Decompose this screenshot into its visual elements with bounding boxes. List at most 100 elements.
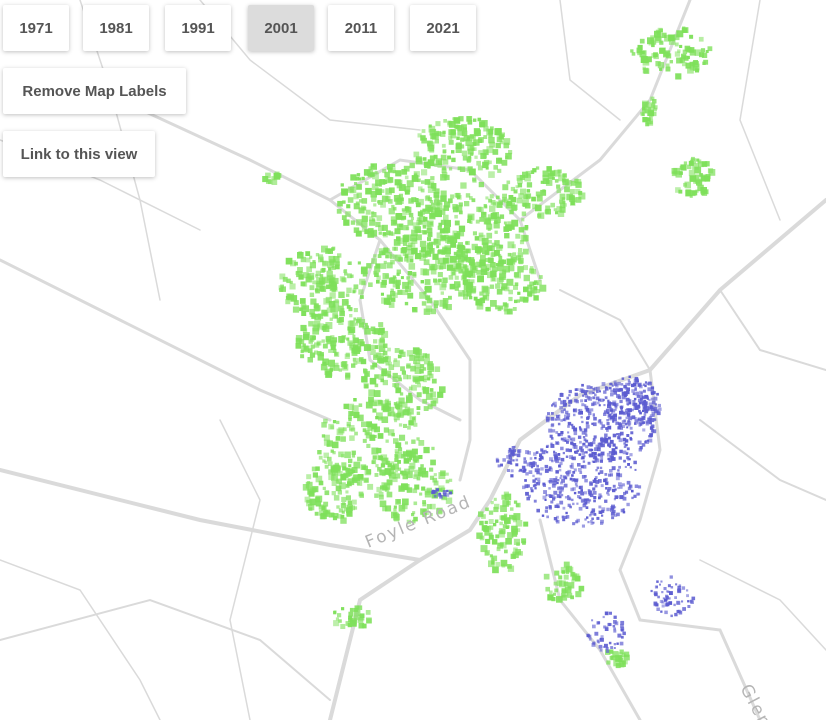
dot xyxy=(553,592,557,596)
dot xyxy=(446,264,454,271)
dot xyxy=(444,247,451,255)
dot xyxy=(400,366,405,372)
dot xyxy=(426,487,432,494)
dot xyxy=(335,617,339,621)
dot xyxy=(438,492,442,496)
dot xyxy=(619,431,624,436)
link-button[interactable]: Link to this view xyxy=(3,131,155,177)
dot xyxy=(545,445,549,448)
dot xyxy=(550,443,555,448)
dot xyxy=(285,257,293,265)
dot xyxy=(310,344,315,349)
year-button[interactable]: 1971 xyxy=(3,5,69,51)
dot xyxy=(560,431,564,435)
dot xyxy=(394,348,400,353)
year-button[interactable]: 2011 xyxy=(328,5,394,51)
dot xyxy=(619,416,622,420)
dot xyxy=(546,451,549,454)
dot xyxy=(626,480,631,485)
dot xyxy=(593,513,597,516)
dot xyxy=(449,478,453,482)
dot xyxy=(376,412,383,420)
dot xyxy=(589,443,593,447)
dot xyxy=(598,644,603,649)
dot xyxy=(506,500,511,506)
year-button[interactable]: 1981 xyxy=(83,5,149,51)
dot xyxy=(374,493,379,498)
dot xyxy=(550,437,554,440)
dot xyxy=(513,538,521,545)
dot xyxy=(588,491,593,495)
dot xyxy=(696,158,700,162)
dot xyxy=(620,620,625,625)
dot xyxy=(484,530,490,536)
dot xyxy=(407,249,414,256)
dot xyxy=(558,174,566,182)
dot xyxy=(642,383,646,386)
dot xyxy=(495,305,500,310)
dot xyxy=(513,518,517,523)
remove-labels-button[interactable]: Remove Map Labels xyxy=(3,68,186,114)
dot xyxy=(553,455,558,459)
dot xyxy=(483,271,488,275)
dot xyxy=(432,490,435,493)
dot xyxy=(298,274,304,280)
dot xyxy=(515,463,519,467)
dot xyxy=(387,412,392,417)
dot xyxy=(589,448,593,452)
dot xyxy=(369,219,376,226)
dot xyxy=(331,474,338,481)
dot xyxy=(418,455,423,460)
dot xyxy=(315,501,322,507)
dot xyxy=(398,184,406,191)
dot xyxy=(411,384,417,391)
dot xyxy=(334,351,340,357)
year-button[interactable]: 1991 xyxy=(165,5,231,51)
dot xyxy=(351,454,356,458)
dot xyxy=(632,382,637,387)
dot xyxy=(569,455,573,459)
dot xyxy=(664,610,668,615)
dot xyxy=(321,434,326,438)
dot xyxy=(652,429,657,434)
dot xyxy=(644,384,647,388)
dot xyxy=(413,422,418,427)
dot xyxy=(535,191,541,197)
dot xyxy=(344,467,348,471)
dot xyxy=(438,257,445,265)
dot xyxy=(684,181,691,189)
dot xyxy=(347,481,351,485)
road xyxy=(0,468,492,563)
dot xyxy=(345,483,350,488)
dot xyxy=(397,467,402,471)
dot xyxy=(503,142,510,149)
dot xyxy=(604,611,609,616)
dot xyxy=(437,272,443,278)
dot xyxy=(371,329,376,334)
year-button[interactable]: 2001 xyxy=(248,5,314,51)
dot xyxy=(448,275,454,280)
dot xyxy=(430,391,437,398)
dot xyxy=(398,397,405,404)
dot xyxy=(493,523,497,527)
dot xyxy=(692,163,699,170)
dot xyxy=(378,491,384,497)
dot xyxy=(348,415,352,420)
dot xyxy=(584,399,588,402)
dot xyxy=(557,210,565,217)
dot xyxy=(613,659,620,667)
dot xyxy=(510,205,517,212)
dot xyxy=(675,187,681,193)
dot xyxy=(390,465,396,470)
dot xyxy=(635,391,640,396)
dot xyxy=(415,359,421,364)
dot xyxy=(388,364,395,370)
dot xyxy=(315,253,320,257)
dot xyxy=(653,406,658,411)
dot xyxy=(605,649,610,653)
dot xyxy=(551,412,554,415)
dot xyxy=(423,217,428,221)
dot xyxy=(620,624,624,628)
dot xyxy=(485,267,490,272)
year-button[interactable]: 2021 xyxy=(410,5,476,51)
